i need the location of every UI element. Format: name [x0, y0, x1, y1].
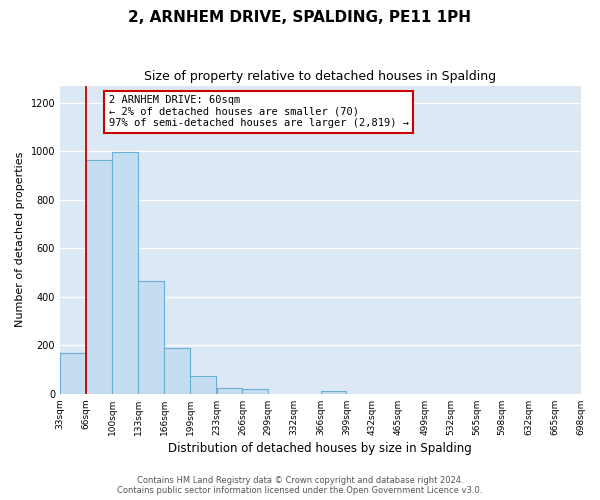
X-axis label: Distribution of detached houses by size in Spalding: Distribution of detached houses by size … — [169, 442, 472, 455]
Text: 2, ARNHEM DRIVE, SPALDING, PE11 1PH: 2, ARNHEM DRIVE, SPALDING, PE11 1PH — [128, 10, 472, 25]
Bar — [112, 152, 139, 394]
Text: 2 ARNHEM DRIVE: 60sqm
← 2% of detached houses are smaller (70)
97% of semi-detac: 2 ARNHEM DRIVE: 60sqm ← 2% of detached h… — [109, 96, 409, 128]
Bar — [190, 376, 216, 394]
Bar — [139, 281, 164, 394]
Y-axis label: Number of detached properties: Number of detached properties — [15, 152, 25, 328]
Bar — [86, 160, 112, 394]
Text: Contains HM Land Registry data © Crown copyright and database right 2024.
Contai: Contains HM Land Registry data © Crown c… — [118, 476, 482, 495]
Bar — [320, 392, 346, 394]
Title: Size of property relative to detached houses in Spalding: Size of property relative to detached ho… — [144, 70, 496, 83]
Bar — [242, 390, 268, 394]
Bar — [60, 352, 86, 394]
Bar — [217, 388, 242, 394]
Bar — [164, 348, 190, 394]
